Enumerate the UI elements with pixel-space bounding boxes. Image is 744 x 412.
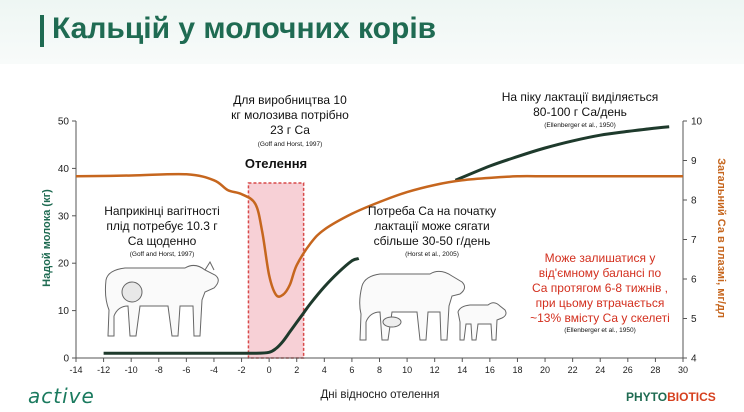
x-tick-label: 26 — [623, 365, 633, 375]
x-tick-label: -4 — [210, 365, 218, 375]
x-tick-label: 8 — [377, 365, 382, 375]
phytobiotics-logo: PHYTOBIOTICS — [626, 390, 716, 404]
annotation-colostrum: Для виробництва 10 кг молозива потрібно … — [231, 93, 349, 148]
x-tick-label: -2 — [238, 365, 246, 375]
milk-yield-line-peak — [454, 125, 670, 182]
phytobiotics-logo-part-b: BIOTICS — [667, 390, 716, 404]
milk-yield-line — [103, 257, 360, 355]
x-tick-label: 24 — [595, 365, 605, 375]
y-right-tick-label: 5 — [691, 314, 697, 325]
svg-text:Для виробництва 10: Для виробництва 10 — [233, 93, 347, 107]
svg-text:(Ellenberger et al., 1950): (Ellenberger et al., 1950) — [564, 327, 636, 334]
x-tick-label: 6 — [349, 365, 354, 375]
annotation-late-pregnancy: Наприкінці вагітності плід потребує 10.3… — [104, 204, 220, 258]
y-left-tick-label: 0 — [63, 354, 69, 365]
x-tick-label: -12 — [97, 365, 110, 375]
svg-text:Наприкінці вагітності: Наприкінці вагітності — [104, 204, 220, 218]
y-left-tick-label: 30 — [58, 211, 70, 222]
svg-text:Потреба Са на початку: Потреба Са на початку — [368, 204, 496, 218]
active-logo: active — [28, 384, 95, 408]
annotation-early-lactation: Потреба Са на початку лактації може сяга… — [368, 204, 496, 258]
svg-text:80-100 г Са/день: 80-100 г Са/день — [533, 105, 627, 119]
x-tick-label: 0 — [267, 365, 272, 375]
x-tick-label: 16 — [485, 365, 495, 375]
y-left-tick-label: 20 — [58, 259, 70, 270]
x-tick-label: 18 — [512, 365, 522, 375]
y-left-tick-label: 40 — [58, 164, 70, 175]
y-left-tick-label: 50 — [58, 117, 70, 128]
svg-text:(Goff and Horst, 1997): (Goff and Horst, 1997) — [258, 141, 323, 148]
x-tick-label: -14 — [69, 365, 82, 375]
page-title: Кальцій у молочних корів — [52, 12, 437, 45]
plasma-calcium-line — [75, 172, 683, 298]
svg-text:Са протягом 6-8 тижнів ,: Са протягом 6-8 тижнів , — [532, 281, 668, 295]
x-tick-label: -10 — [125, 365, 138, 375]
x-tick-label: 22 — [568, 365, 578, 375]
svg-text:кг молозива потрібно: кг молозива потрібно — [231, 108, 349, 122]
header-band — [0, 0, 744, 64]
svg-text:23 г Са: 23 г Са — [270, 123, 310, 137]
svg-text:~13% вмісту Са у скелеті: ~13% вмісту Са у скелеті — [530, 311, 670, 325]
svg-text:від'ємному балансі по: від'ємному балансі по — [539, 266, 662, 280]
y-right-tick-label: 8 — [691, 196, 697, 207]
annotation-negative-balance: Може залишатися у від'ємному балансі по … — [530, 251, 670, 334]
x-axis-title: Дні відносно отелення — [320, 389, 439, 401]
y-right-tick-label: 4 — [691, 354, 697, 365]
x-tick-label: 20 — [540, 365, 550, 375]
svg-text:Може залишатися у: Може залишатися у — [545, 251, 656, 265]
y-axis-right-title: Загальний Са в плазмі, мг/дл — [715, 158, 727, 318]
x-tick-label: -8 — [155, 365, 163, 375]
phytobiotics-logo-part-a: PHYTO — [626, 390, 668, 404]
svg-text:(Goff and Horst, 1997): (Goff and Horst, 1997) — [130, 251, 195, 258]
svg-text:Са щоденно: Са щоденно — [128, 234, 197, 248]
x-tick-label: 14 — [457, 365, 467, 375]
cow-with-calf-illustration — [359, 270, 507, 341]
svg-text:сбільше 30-50 г/день: сбільше 30-50 г/день — [374, 234, 491, 248]
x-tick-label: 30 — [678, 365, 688, 375]
svg-text:(Horst et al., 2005): (Horst et al., 2005) — [405, 251, 459, 258]
title-accent-bar — [40, 15, 44, 47]
y-axis-left-title: Надой молока (кг) — [41, 189, 53, 287]
x-tick-label: -6 — [182, 365, 190, 375]
svg-text:лактації може сягати: лактації може сягати — [374, 219, 489, 233]
svg-text:На піку лактації виділяється: На піку лактації виділяється — [502, 90, 658, 104]
y-right-tick-label: 9 — [691, 156, 697, 167]
x-tick-label: 28 — [650, 365, 660, 375]
svg-text:(Ellenberger et al., 1950): (Ellenberger et al., 1950) — [544, 122, 616, 129]
calving-label: Отелення — [245, 156, 307, 171]
y-right-tick-label: 6 — [691, 275, 697, 286]
x-tick-label: 10 — [402, 365, 412, 375]
y-right-tick-label: 7 — [691, 235, 697, 246]
annotation-peak-lactation: На піку лактації виділяється 80-100 г Са… — [502, 90, 658, 129]
x-tick-label: 2 — [294, 365, 299, 375]
svg-text:при цьому втрачається: при цьому втрачається — [536, 296, 665, 310]
y-left-tick-label: 10 — [58, 306, 70, 317]
x-tick-label: 12 — [430, 365, 440, 375]
svg-text:плід потребує 10.3 г: плід потребує 10.3 г — [106, 219, 218, 233]
pregnant-cow-illustration — [104, 260, 219, 337]
x-tick-label: 4 — [322, 365, 327, 375]
y-right-tick-label: 10 — [691, 117, 703, 128]
